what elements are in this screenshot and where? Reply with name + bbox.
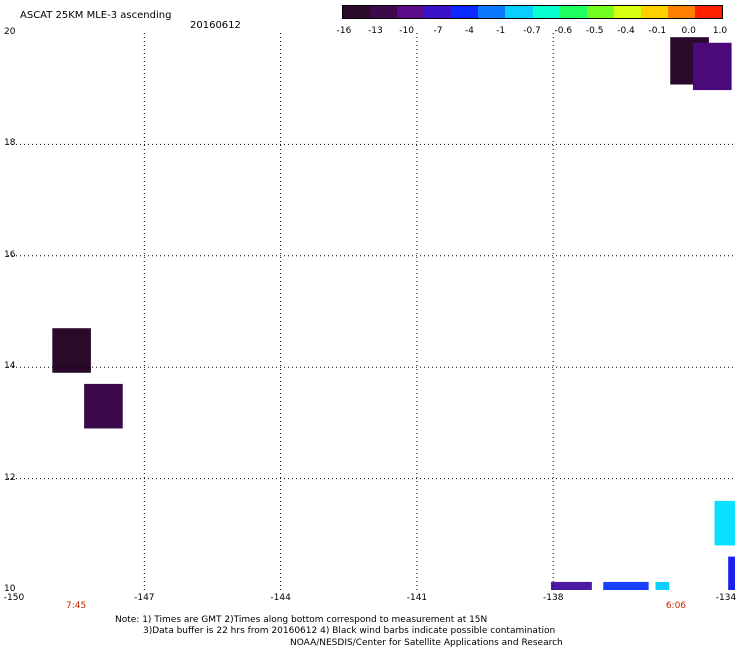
colorbar-label: -0.6 — [554, 26, 573, 36]
data-cell — [728, 556, 735, 590]
y-tick-label: 18 — [4, 138, 16, 149]
colorbar-segment — [586, 6, 614, 18]
colorbar-segment — [667, 6, 696, 18]
note-line-2: 3)Data buffer is 22 hrs from 20160612 4)… — [143, 626, 556, 636]
y-tick-label: 12 — [4, 472, 16, 483]
colorbar-segment — [613, 6, 641, 18]
note-line-1: Note: 1) Times are GMT 2)Times along bot… — [115, 615, 488, 625]
colorbar-label: -0.1 — [648, 26, 667, 36]
data-cell — [52, 328, 91, 373]
colorbar-segment — [424, 6, 452, 18]
colorbar-label: -7 — [433, 26, 443, 36]
x-tick-label: -150 — [3, 593, 25, 603]
time-label: 7:45 — [66, 601, 87, 611]
chart-date: 20160612 — [190, 20, 241, 31]
colorbar-label: 0.0 — [681, 26, 696, 36]
y-tick-label: 10 — [4, 584, 16, 594]
colorbar-label: -0.7 — [523, 26, 541, 36]
x-tick-label: -134 — [715, 593, 737, 603]
colorbar-segment — [451, 6, 479, 18]
y-tick-label: 14 — [4, 361, 16, 372]
data-cell — [714, 500, 735, 546]
colorbar-label: -16 — [336, 26, 352, 36]
data-cell — [550, 581, 592, 590]
colorbar-label: -0.5 — [585, 26, 604, 36]
y-tick-label: 16 — [4, 249, 16, 260]
x-tick-label: -144 — [270, 593, 291, 603]
colorbar-label: -4 — [464, 26, 474, 36]
colorbar-segment — [397, 6, 425, 18]
notes: Note: 1) Times are GMT 2)Times along bot… — [115, 615, 555, 637]
x-tick-label: -138 — [543, 593, 564, 603]
colorbar-label: -1 — [496, 26, 506, 36]
colorbar-segment — [640, 6, 668, 18]
y-tick-label: 20 — [4, 27, 16, 37]
colorbar-segment — [505, 6, 533, 18]
colorbar-labels: -16 -13 -10 -7 -4 -1 -0.7 -0.6 -0.5 -0.4 -0.1 0.0 1.… — [330, 26, 730, 38]
x-tick-label: -141 — [406, 593, 428, 603]
colorbar-label: -10 — [399, 26, 415, 36]
data-cell — [603, 581, 649, 590]
x-tick-label: -147 — [134, 593, 155, 603]
data-cell — [84, 383, 123, 429]
colorbar-label: 1.0 — [712, 26, 728, 36]
colorbar-segment — [559, 6, 587, 18]
colorbar — [342, 5, 723, 19]
map-plot — [8, 33, 735, 590]
colorbar-segment — [370, 6, 398, 18]
colorbar-segment — [478, 6, 506, 18]
colorbar-segment — [695, 6, 723, 18]
credit-line: NOAA/NESDIS/Center for Satellite Applica… — [290, 638, 563, 648]
colorbar-segment — [343, 6, 371, 18]
colorbar-label: -0.4 — [617, 26, 635, 36]
time-label: 6:06 — [665, 601, 687, 611]
colorbar-label: -13 — [367, 26, 383, 36]
chart-title: ASCAT 25KM MLE-3 ascending — [20, 10, 172, 21]
colorbar-segment — [532, 6, 560, 18]
data-cell — [655, 581, 670, 590]
data-cell — [692, 42, 732, 91]
